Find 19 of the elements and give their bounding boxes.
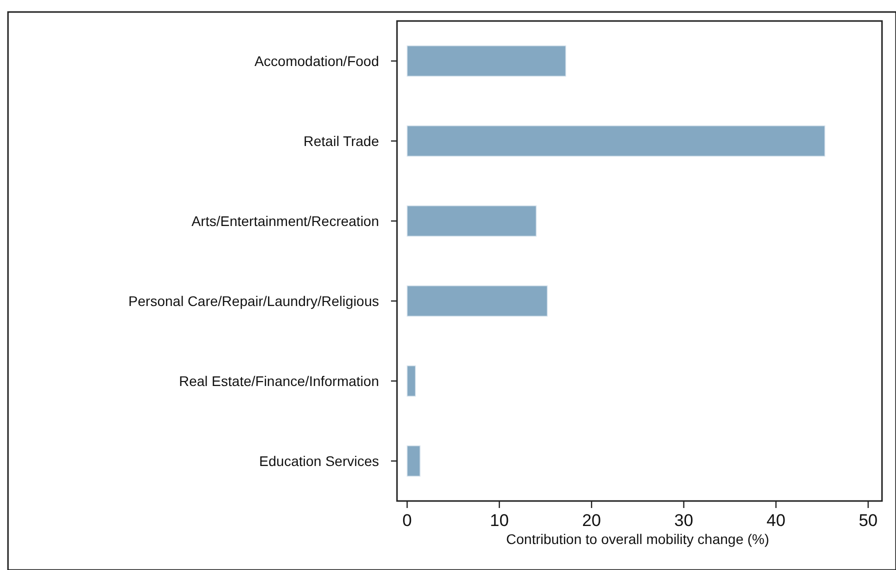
y-tick-label: Accomodation/Food (254, 52, 379, 69)
x-tick-label: 50 (858, 511, 878, 530)
bar (406, 45, 566, 77)
bar (406, 125, 826, 157)
y-tick-label: Personal Care/Repair/Laundry/Religious (128, 292, 379, 309)
bar (406, 205, 537, 237)
x-tick-label: 20 (582, 511, 602, 530)
x-tick-label: 40 (766, 511, 786, 530)
bar (406, 445, 420, 477)
x-tick-label: 30 (674, 511, 694, 530)
bar (406, 285, 548, 317)
y-tick-label: Education Services (259, 452, 379, 469)
x-axis-title: Contribution to overall mobility change (%) (506, 531, 770, 547)
bar (406, 365, 416, 397)
y-tick-label: Real Estate/Finance/Information (179, 372, 379, 389)
x-tick-label: 0 (402, 511, 412, 530)
x-tick-label: 10 (490, 511, 509, 530)
y-tick-label: Retail Trade (304, 132, 380, 149)
y-tick-label: Arts/Entertainment/Recreation (191, 212, 379, 229)
